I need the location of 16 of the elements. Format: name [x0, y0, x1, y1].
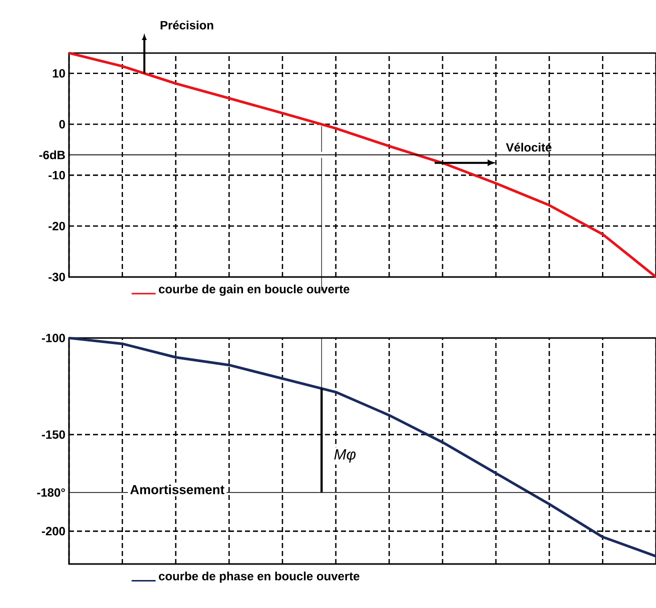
y-tick-label: -20: [48, 222, 65, 230]
y-tick-label: -100: [42, 334, 65, 342]
annotation: Vélocité: [506, 142, 552, 152]
y-tick-label: 0: [59, 120, 65, 129]
annotation: Amortissement: [130, 484, 224, 494]
legend-label: courbe de phase en boucle ouverte: [158, 572, 360, 583]
y-tick-label: -10: [48, 170, 65, 180]
y-tick-label: -150: [42, 430, 65, 439]
y-tick-label: 10: [52, 69, 65, 78]
y-tick-label: -6dB: [39, 150, 65, 160]
legend-label: courbe de gain en boucle ouverte: [158, 284, 350, 296]
y-tick-label: -180°: [37, 488, 65, 497]
y-tick-label: -200: [42, 526, 65, 536]
annotation: Mφ: [334, 449, 356, 463]
y-tick-label: -30: [48, 272, 65, 282]
text: Précision: [160, 20, 214, 30]
